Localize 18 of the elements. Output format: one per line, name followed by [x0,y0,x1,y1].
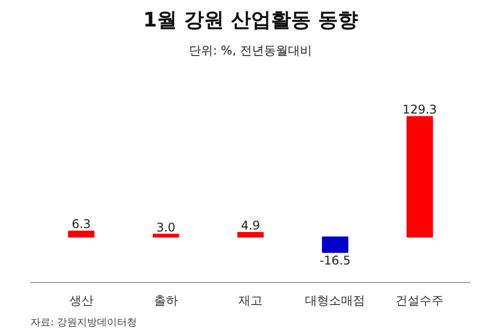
data-label: 3.0 [156,220,176,234]
bar [68,230,94,238]
bar [237,232,264,238]
bar [406,116,433,238]
x-tick-label: 출하 [154,294,178,308]
data-label: 129.3 [402,102,437,117]
chart-subtitle: 단위: %, 전년동월대비 [189,44,312,58]
x-tick-label: 재고 [238,294,262,308]
x-tick-label: 생산 [69,294,94,308]
data-label: 6.3 [72,217,91,232]
x-tick-label: 건설수주 [396,294,444,308]
bar [152,234,180,238]
bar [322,236,348,253]
x-tick-label: 대형소매점 [305,294,366,308]
text: 자료: 강원지방데이터청 [30,318,138,328]
chart-title: 1월 강원 산업활동 동향 [143,8,358,32]
data-label: 4.9 [240,218,260,232]
data-label: -16.5 [320,253,351,268]
